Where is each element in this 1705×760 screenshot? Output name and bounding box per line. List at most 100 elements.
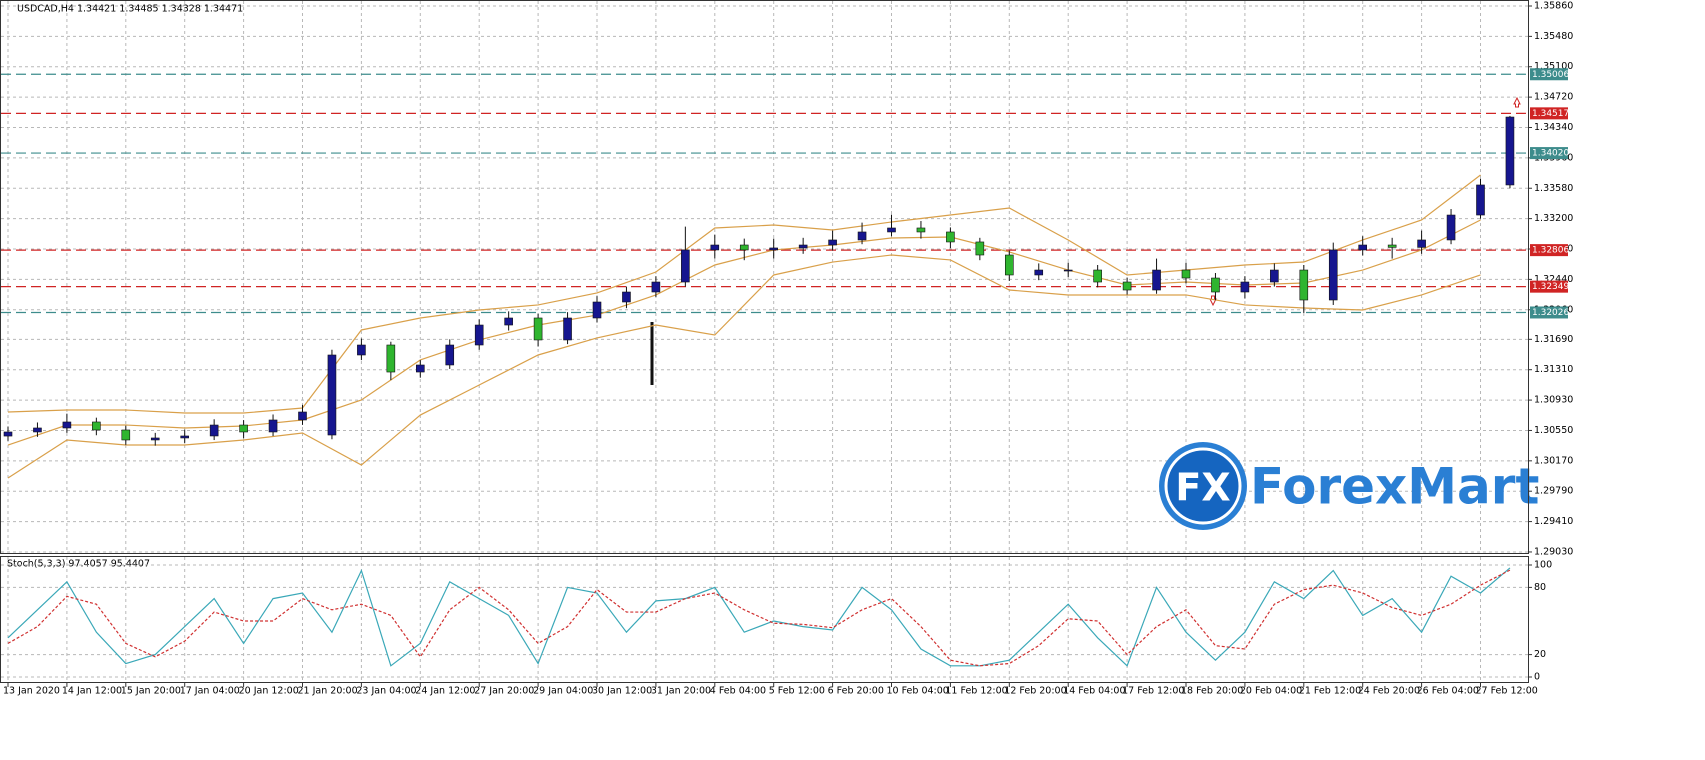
logo-icon: FX — [1175, 466, 1230, 510]
candle-body — [681, 249, 690, 283]
candle-body — [916, 227, 926, 233]
level-label: 1.35006 — [1532, 70, 1569, 80]
x-tick-label: 24 Feb 20:00 — [1358, 686, 1420, 697]
x-tick-label: 29 Jan 04:00 — [533, 686, 593, 697]
candle-body — [386, 344, 396, 373]
candle-body — [1358, 244, 1367, 251]
level-tag — [1530, 306, 1568, 319]
candle-body — [533, 317, 543, 341]
candle-body — [504, 317, 513, 326]
indicator-tick-label: 80 — [1534, 582, 1546, 593]
candle-body — [651, 281, 661, 293]
level-label: 1.34517 — [1532, 109, 1569, 119]
candle-body — [1152, 269, 1161, 291]
y-tick-label: 1.34340 — [1534, 122, 1573, 133]
y-tick-label: 1.35480 — [1534, 31, 1573, 42]
candle-body — [209, 424, 219, 437]
x-tick-label: 14 Jan 12:00 — [62, 686, 122, 697]
y-tick-label: 1.29030 — [1534, 546, 1573, 557]
arrow-up — [1513, 96, 1521, 108]
x-tick-label: 12 Feb 20:00 — [1004, 686, 1066, 697]
level-tag — [1530, 280, 1568, 293]
x-tick-label: 24 Jan 12:00 — [415, 686, 475, 697]
y-tick-label: 1.30170 — [1534, 455, 1573, 466]
level-label: 1.32349 — [1532, 282, 1569, 292]
candle-body — [1093, 269, 1102, 283]
candle-body — [327, 354, 337, 436]
candle-body — [1004, 254, 1014, 276]
y-tick-label: 1.32440 — [1534, 274, 1573, 285]
y-tick-label: 1.30550 — [1534, 425, 1573, 436]
plot-frame — [0, 0, 1529, 554]
candle-body — [1122, 281, 1132, 291]
candle-body — [828, 239, 837, 246]
candle-body — [121, 429, 131, 441]
candle-body — [92, 421, 101, 431]
x-tick-label: 14 Feb 04:00 — [1063, 686, 1125, 697]
y-tick-label: 1.35100 — [1534, 61, 1573, 72]
candle-body — [769, 247, 779, 251]
bollinger-band — [7, 174, 1481, 414]
candle-body — [1299, 269, 1309, 301]
x-tick-label: 13 Jan 2020 — [3, 686, 60, 697]
candle-body — [62, 421, 72, 429]
logo-circle — [1164, 447, 1242, 525]
candle-body — [1270, 269, 1279, 283]
watermark: FX ForexMart — [1159, 442, 1539, 530]
candle-body — [622, 291, 631, 303]
candle-body — [975, 241, 985, 256]
y-tick-label: 1.34720 — [1534, 92, 1573, 103]
x-tick-label: 4 Feb 04:00 — [710, 686, 766, 697]
y-tick-label: 1.31310 — [1534, 364, 1573, 375]
y-tick-label: 1.29410 — [1534, 516, 1573, 527]
x-tick-label: 10 Feb 04:00 — [887, 686, 949, 697]
chart-title: USDCAD,H4 1.34421 1.34485 1.34328 1.3447… — [17, 4, 243, 15]
x-tick-label: 26 Feb 04:00 — [1417, 686, 1479, 697]
y-tick-label: 1.33580 — [1534, 183, 1573, 194]
candle-body — [1387, 244, 1397, 248]
y-tick-label: 1.31690 — [1534, 334, 1573, 345]
indicator-tick-label: 0 — [1534, 672, 1540, 683]
indicator-title: Stoch(5,3,3) 97.4057 95.4407 — [7, 559, 150, 570]
candle-body — [3, 431, 13, 437]
bollinger-band — [7, 254, 1481, 479]
candle-body — [357, 344, 366, 356]
candle-body — [887, 227, 896, 233]
candle-body — [1417, 239, 1426, 248]
candle-body — [1476, 184, 1485, 216]
indicator-tick-label: 20 — [1534, 649, 1546, 660]
x-tick-label: 23 Jan 04:00 — [356, 686, 416, 697]
candle-body — [1181, 269, 1191, 279]
candle-body — [445, 344, 455, 366]
level-tag — [1530, 147, 1568, 160]
candle-body — [268, 419, 278, 433]
x-tick-label: 6 Feb 20:00 — [828, 686, 884, 697]
candle-body — [180, 435, 189, 439]
candle-body — [150, 437, 160, 441]
indicator-line — [7, 567, 1511, 667]
candle-body — [239, 424, 248, 433]
x-tick-label: 21 Feb 12:00 — [1299, 686, 1361, 697]
indicator-tick-label: 100 — [1534, 560, 1552, 571]
x-tick-label: 18 Feb 20:00 — [1181, 686, 1243, 697]
y-tick-label: 1.29790 — [1534, 486, 1573, 497]
logo-text: ForexMart — [1250, 458, 1539, 516]
candle-body — [1240, 281, 1250, 293]
arrow-down — [1209, 295, 1217, 307]
y-tick-label: 1.30930 — [1534, 395, 1573, 406]
candle-body — [1034, 269, 1044, 276]
x-tick-label: 5 Feb 12:00 — [769, 686, 825, 697]
y-tick-label: 1.35860 — [1534, 0, 1573, 11]
candle-body — [857, 231, 867, 241]
x-tick-label: 11 Feb 12:00 — [945, 686, 1007, 697]
candle-body — [1211, 277, 1220, 293]
candle-body — [415, 364, 425, 373]
x-tick-label: 20 Feb 04:00 — [1240, 686, 1302, 697]
candle-body — [739, 244, 749, 251]
candle-body — [563, 317, 572, 341]
candle-body — [298, 411, 307, 421]
candle-body — [474, 324, 484, 346]
candle-body — [33, 427, 42, 433]
indicator-frame — [0, 556, 1529, 683]
